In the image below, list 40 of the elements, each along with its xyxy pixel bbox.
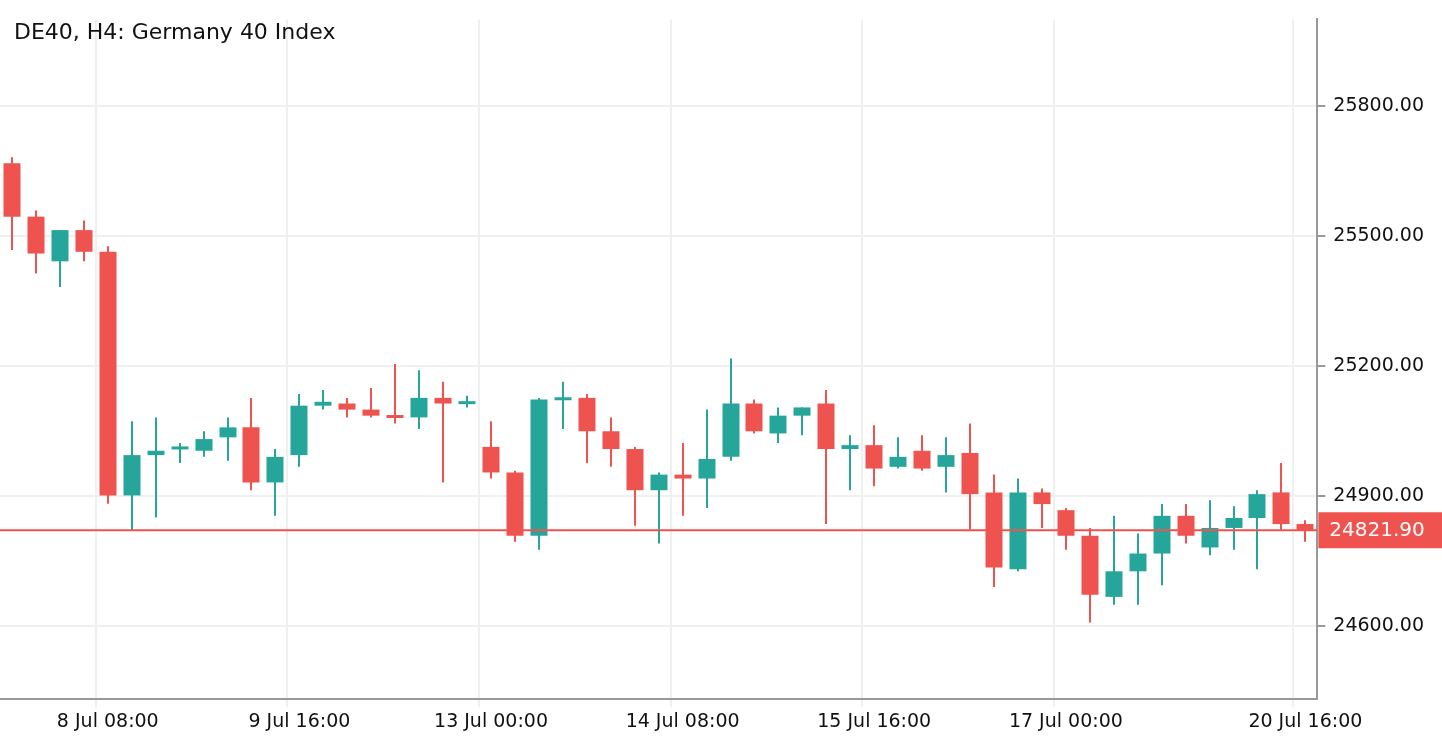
candlestick (1248, 489, 1266, 571)
candlestick (410, 369, 428, 431)
candlestick (554, 380, 572, 431)
candlestick (841, 434, 859, 492)
candlestick (1225, 505, 1243, 551)
candlestick (362, 386, 380, 419)
candlestick (602, 416, 620, 468)
candlestick (865, 424, 883, 488)
x-tick-label: 13 Jul 00:00 (434, 708, 548, 731)
y-tick-label: 25200.00 (1333, 353, 1425, 376)
candlestick (338, 396, 356, 419)
candlestick (913, 434, 931, 472)
candlestick (674, 441, 692, 517)
candlestick (889, 436, 907, 470)
ref-line-label: 24821.90 (1329, 517, 1425, 542)
candlestick (147, 416, 165, 519)
chart-title: DE40, H4: Germany 40 Index (14, 18, 336, 44)
y-tick-label: 25500.00 (1333, 223, 1425, 246)
candlestick (75, 219, 93, 263)
x-tick-label: 8 Jul 08:00 (56, 708, 159, 731)
candlestick (314, 389, 332, 411)
candlestick (769, 406, 787, 444)
x-tick-label: 9 Jul 16:00 (248, 708, 351, 731)
candlestick (171, 441, 189, 464)
candlestick (386, 363, 404, 425)
x-tick-label: 15 Jul 16:00 (817, 708, 932, 731)
y-tick-label: 24900.00 (1333, 483, 1425, 506)
candlestick (937, 436, 955, 494)
y-tick-label: 24600.00 (1333, 613, 1425, 636)
candlestick (219, 416, 237, 462)
candlestick (650, 471, 668, 545)
x-tick-label: 14 Jul 08:00 (625, 708, 740, 731)
candlestick (793, 406, 811, 437)
candlestick (1129, 532, 1147, 606)
x-tick-label: 17 Jul 00:00 (1008, 708, 1123, 731)
y-tick-label: 25800.00 (1333, 93, 1425, 116)
candlestick (698, 408, 716, 510)
candlestick (195, 430, 213, 458)
x-tick-label: 20 Jul 16:00 (1248, 708, 1363, 731)
candlestick (434, 380, 452, 484)
